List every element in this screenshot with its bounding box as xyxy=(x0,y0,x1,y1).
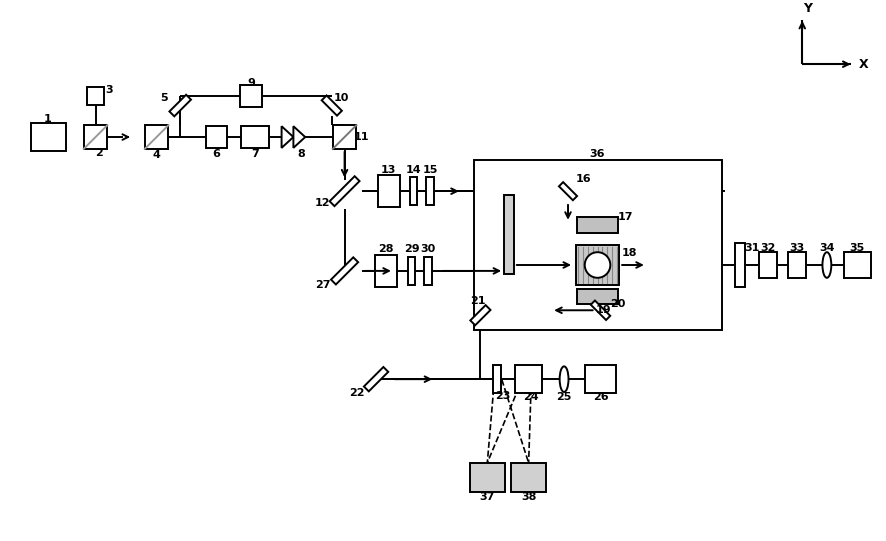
Polygon shape xyxy=(470,305,490,325)
Text: 10: 10 xyxy=(333,93,349,103)
Text: 30: 30 xyxy=(420,244,435,254)
Text: 20: 20 xyxy=(610,299,626,309)
Text: 19: 19 xyxy=(595,305,610,315)
Bar xyxy=(426,177,433,205)
Text: 4: 4 xyxy=(152,150,160,160)
Bar xyxy=(409,177,417,205)
Bar xyxy=(758,252,776,278)
Bar xyxy=(407,257,415,285)
Bar xyxy=(332,125,356,149)
Text: 16: 16 xyxy=(575,174,591,184)
Text: 5: 5 xyxy=(160,93,168,103)
Text: 23: 23 xyxy=(494,391,510,401)
Ellipse shape xyxy=(559,366,568,392)
Bar xyxy=(514,365,542,393)
Text: 32: 32 xyxy=(759,243,774,253)
Text: 8: 8 xyxy=(297,149,305,159)
Bar xyxy=(843,252,870,278)
Text: 18: 18 xyxy=(620,248,636,258)
Text: 35: 35 xyxy=(849,243,864,253)
Text: 38: 38 xyxy=(520,492,536,502)
Text: 1: 1 xyxy=(43,114,51,124)
Bar xyxy=(30,123,66,151)
Text: 13: 13 xyxy=(381,164,396,175)
Polygon shape xyxy=(169,95,190,116)
Bar xyxy=(575,245,618,285)
Bar xyxy=(788,252,805,278)
Text: 33: 33 xyxy=(789,243,804,253)
Text: 2: 2 xyxy=(95,148,102,158)
Text: X: X xyxy=(858,58,867,71)
Text: 17: 17 xyxy=(617,212,632,222)
Text: 28: 28 xyxy=(377,244,393,254)
Text: 6: 6 xyxy=(213,149,221,159)
Polygon shape xyxy=(590,301,610,320)
Bar xyxy=(83,125,107,149)
Bar xyxy=(87,87,105,104)
Bar xyxy=(576,217,618,233)
Text: 31: 31 xyxy=(743,243,759,253)
Bar xyxy=(375,255,396,287)
Polygon shape xyxy=(322,95,341,116)
Bar xyxy=(576,288,618,305)
Bar xyxy=(503,195,513,274)
Bar xyxy=(240,85,261,107)
Text: 7: 7 xyxy=(251,149,259,159)
Text: 25: 25 xyxy=(556,392,571,402)
Bar xyxy=(584,365,616,393)
Text: 12: 12 xyxy=(315,198,330,208)
Bar xyxy=(734,243,744,287)
Polygon shape xyxy=(281,126,293,148)
Text: 27: 27 xyxy=(315,280,330,289)
Polygon shape xyxy=(558,182,577,200)
Polygon shape xyxy=(293,126,305,148)
Bar xyxy=(473,160,720,330)
Text: 22: 22 xyxy=(348,388,364,398)
Text: 37: 37 xyxy=(479,492,494,502)
Polygon shape xyxy=(330,176,359,206)
Text: 34: 34 xyxy=(818,243,834,253)
Bar xyxy=(510,463,546,492)
Bar xyxy=(377,175,400,207)
Bar xyxy=(206,126,227,148)
Text: 11: 11 xyxy=(354,132,369,142)
Text: 29: 29 xyxy=(403,244,419,254)
Bar xyxy=(241,126,268,148)
Text: 21: 21 xyxy=(470,296,485,306)
Text: 26: 26 xyxy=(592,392,608,402)
Bar xyxy=(144,125,168,149)
Text: 36: 36 xyxy=(589,149,604,159)
Bar xyxy=(469,463,504,492)
Circle shape xyxy=(584,252,610,278)
Bar xyxy=(493,365,501,393)
Polygon shape xyxy=(363,367,388,391)
Text: Y: Y xyxy=(802,2,811,15)
Text: 3: 3 xyxy=(105,85,113,95)
Ellipse shape xyxy=(821,252,830,278)
Text: 15: 15 xyxy=(422,164,438,175)
Polygon shape xyxy=(330,258,358,285)
Bar xyxy=(424,257,431,285)
Text: 24: 24 xyxy=(522,392,538,402)
Text: 9: 9 xyxy=(247,78,254,88)
Text: 14: 14 xyxy=(405,164,421,175)
